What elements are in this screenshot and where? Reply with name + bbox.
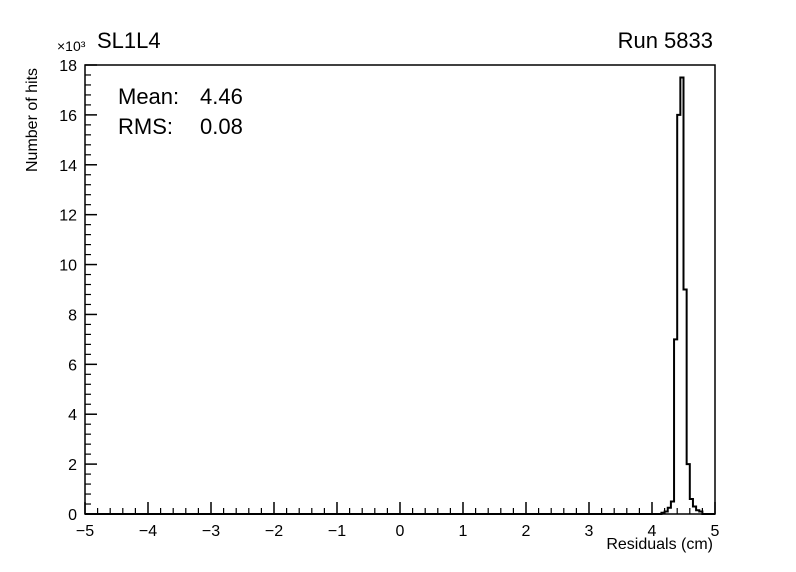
svg-text:−1: −1: [328, 523, 346, 540]
svg-text:−3: −3: [202, 523, 220, 540]
mean-value: 4.46: [200, 84, 243, 109]
plot-title-right: Run 5833: [617, 28, 713, 53]
svg-text:2: 2: [522, 523, 531, 540]
svg-text:18: 18: [59, 58, 77, 75]
svg-text:−5: −5: [76, 523, 94, 540]
mean-label: Mean:: [118, 84, 180, 109]
svg-text:4: 4: [68, 407, 77, 424]
svg-text:1: 1: [459, 523, 468, 540]
plot-title-left: SL1L4: [97, 28, 161, 53]
svg-text:10: 10: [59, 258, 77, 275]
svg-text:6: 6: [68, 357, 77, 374]
svg-text:8: 8: [68, 307, 77, 324]
svg-text:0: 0: [68, 507, 77, 524]
x-axis-title: Residuals (cm): [606, 536, 713, 553]
svg-text:4: 4: [648, 523, 657, 540]
svg-text:16: 16: [59, 108, 77, 125]
rms-value: 0.08: [200, 114, 243, 139]
y-axis-title: Number of hits: [24, 67, 41, 172]
y-axis-multiplier: ×10³: [57, 38, 86, 54]
svg-text:3: 3: [585, 523, 594, 540]
svg-text:−2: −2: [265, 523, 283, 540]
svg-text:12: 12: [59, 208, 77, 225]
stats-rms-row: RMS: 0.08: [118, 112, 243, 142]
stats-box: Mean: 4.46 RMS: 0.08: [118, 82, 243, 142]
svg-text:−4: −4: [139, 523, 157, 540]
svg-text:2: 2: [68, 457, 77, 474]
svg-text:0: 0: [396, 523, 405, 540]
svg-text:14: 14: [59, 158, 77, 175]
svg-text:5: 5: [711, 523, 720, 540]
stats-mean-row: Mean: 4.46: [118, 82, 243, 112]
rms-label: RMS:: [118, 114, 173, 139]
